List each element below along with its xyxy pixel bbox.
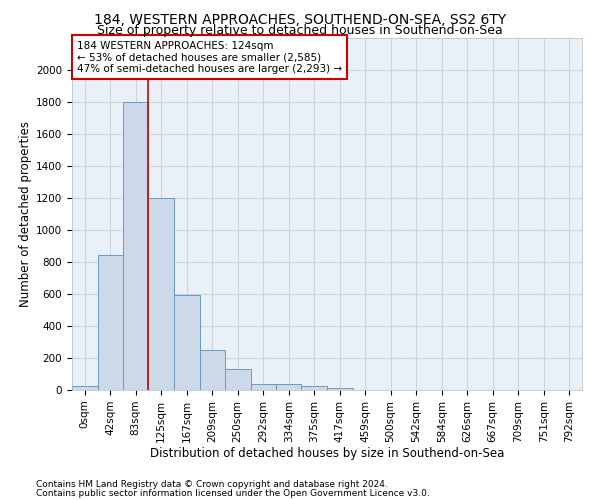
Bar (72, 386, 98, 390)
Text: Contains public sector information licensed under the Open Government Licence v3: Contains public sector information licen… (36, 488, 430, 498)
Bar (200, 350, 225, 390)
Text: 184, WESTERN APPROACHES, SOUTHEND-ON-SEA, SS2 6TY: 184, WESTERN APPROACHES, SOUTHEND-ON-SEA… (94, 12, 506, 26)
Bar (301, 386, 327, 390)
Y-axis label: Number of detached properties: Number of detached properties (19, 120, 32, 306)
Bar (276, 384, 301, 390)
Bar (251, 384, 276, 390)
X-axis label: Distribution of detached houses by size in Southend-on-Sea: Distribution of detached houses by size … (150, 448, 504, 460)
Bar (123, 102, 148, 390)
Text: Contains HM Land Registry data © Crown copyright and database right 2024.: Contains HM Land Registry data © Crown c… (36, 480, 388, 489)
Bar (148, 198, 174, 390)
Text: 184 WESTERN APPROACHES: 124sqm
← 53% of detached houses are smaller (2,585)
47% : 184 WESTERN APPROACHES: 124sqm ← 53% of … (77, 40, 342, 74)
Text: Size of property relative to detached houses in Southend-on-Sea: Size of property relative to detached ho… (97, 24, 503, 37)
Bar (327, 388, 353, 390)
Bar (98, 256, 123, 390)
Bar (225, 369, 251, 390)
Bar (174, 296, 200, 390)
